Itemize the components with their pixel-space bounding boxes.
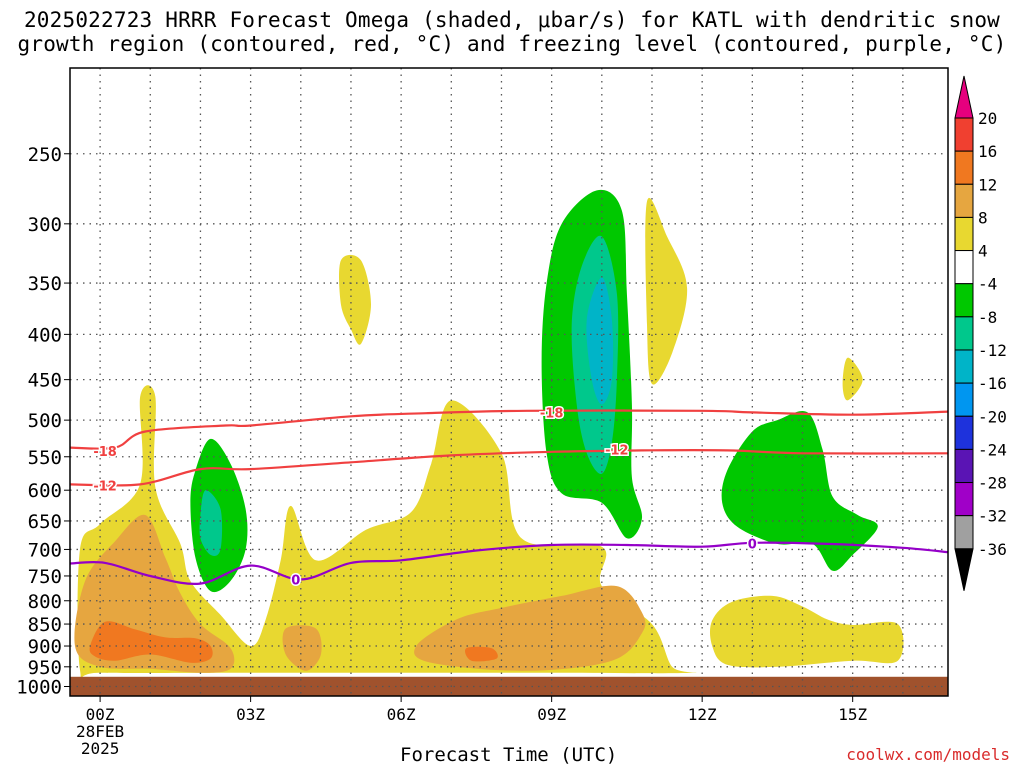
colorbar-bottom-arrow <box>954 548 974 591</box>
colorbar-band-7 <box>954 316 974 351</box>
x-tick-label-0-2: 2025 <box>81 739 120 758</box>
contour-label-2-2: -12 <box>605 444 629 459</box>
contour-label-1-2: -18 <box>540 406 564 421</box>
omega-region-14 <box>199 490 223 556</box>
y-tick-label-750: 750 <box>28 566 62 588</box>
contour-label-1-1: -18 <box>93 445 117 460</box>
y-tick-label-1000: 1000 <box>16 677 62 699</box>
colorbar-label-10: -24 <box>978 440 1007 459</box>
colorbar-label-3: 8 <box>978 208 988 227</box>
colorbar-band-6 <box>954 283 974 318</box>
x-axis-label: Forecast Time (UTC) <box>400 744 618 766</box>
colorbar-label-13: -36 <box>978 540 1007 559</box>
contour-label-2-1: -12 <box>93 480 117 495</box>
plot-frame <box>69 67 949 697</box>
x-tick-label-9-0: 09Z <box>537 705 566 724</box>
contour-line-3 <box>70 541 948 585</box>
y-tick-label-300: 300 <box>28 214 62 236</box>
colorbar-band-2 <box>954 150 974 185</box>
colorbar-label-1: 16 <box>978 142 997 161</box>
omega-region-10 <box>465 646 498 662</box>
contour-line-1 <box>70 409 948 450</box>
omega-region-13 <box>721 410 878 572</box>
y-tick-label-800: 800 <box>28 591 62 613</box>
plot-area: -18 -18 -12 -12 0 0 <box>70 68 948 696</box>
colorbar-band-10 <box>954 415 974 450</box>
chart-title-line1: 2025022723 HRRR Forecast Omega (shaded, … <box>23 8 1001 32</box>
chart-title-line2: growth region (contoured, red, °C) and f… <box>17 32 1007 56</box>
colorbar-band-9 <box>954 382 974 417</box>
colorbar-label-11: -28 <box>978 474 1007 493</box>
colorbar-band-13 <box>954 515 974 550</box>
omega-region-16 <box>586 277 614 405</box>
contour-line-2 <box>70 449 948 487</box>
colorbar-label-4: 4 <box>978 242 988 261</box>
colorbar-top-arrow <box>954 75 974 119</box>
colorbar-label-12: -32 <box>978 507 1007 526</box>
y-tick-label-500: 500 <box>28 410 62 432</box>
colorbar-band-12 <box>954 482 974 517</box>
omega-region-4 <box>842 357 863 401</box>
y-tick-label-400: 400 <box>28 324 62 346</box>
colorbar-band-11 <box>954 448 974 484</box>
x-tick-label-0-0: 00Z <box>86 705 115 724</box>
y-tick-label-950: 950 <box>28 657 62 679</box>
y-tick-label-450: 450 <box>28 370 62 392</box>
omega-region-5 <box>709 595 904 668</box>
y-tick-label-250: 250 <box>28 144 62 166</box>
colorbar-band-4 <box>954 216 974 252</box>
colorbar-label-8: -16 <box>978 374 1007 393</box>
omega-region-2 <box>339 254 371 345</box>
y-tick-label-700: 700 <box>28 539 62 561</box>
below-ground-strip <box>70 676 948 696</box>
contour-label-3-2: 0 <box>748 537 757 552</box>
x-tick-label-15-0: 15Z <box>838 705 867 724</box>
x-tick-label-6-0: 06Z <box>387 705 416 724</box>
x-tick-label-0-1: 28FEB <box>76 722 124 741</box>
colorbar-label-2: 12 <box>978 175 997 194</box>
x-tick-label-3-0: 03Z <box>236 705 265 724</box>
colorbar-band-3 <box>954 183 974 218</box>
colorbar-label-7: -12 <box>978 341 1007 360</box>
y-tick-label-350: 350 <box>28 273 62 295</box>
colorbar-band-5 <box>954 250 974 285</box>
colorbar-label-0: 20 <box>978 109 997 128</box>
y-tick-label-550: 550 <box>28 447 62 469</box>
colorbar-band-8 <box>954 349 974 384</box>
contour-label-3-1: 0 <box>291 574 300 589</box>
source-credit: coolwx.com/models <box>846 745 1010 764</box>
omega-region-7 <box>282 625 322 671</box>
y-tick-label-600: 600 <box>28 480 62 502</box>
colorbar-band-1 <box>954 117 974 152</box>
colorbar-label-5: -4 <box>978 275 997 294</box>
colorbar-label-9: -20 <box>978 407 1007 426</box>
omega-region-9 <box>89 621 213 663</box>
y-tick-label-850: 850 <box>28 614 62 636</box>
y-tick-label-900: 900 <box>28 636 62 658</box>
omega-region-3 <box>645 197 688 385</box>
x-tick-label-12-0: 12Z <box>688 705 717 724</box>
colorbar-label-6: -8 <box>978 308 997 327</box>
y-tick-label-650: 650 <box>28 511 62 533</box>
